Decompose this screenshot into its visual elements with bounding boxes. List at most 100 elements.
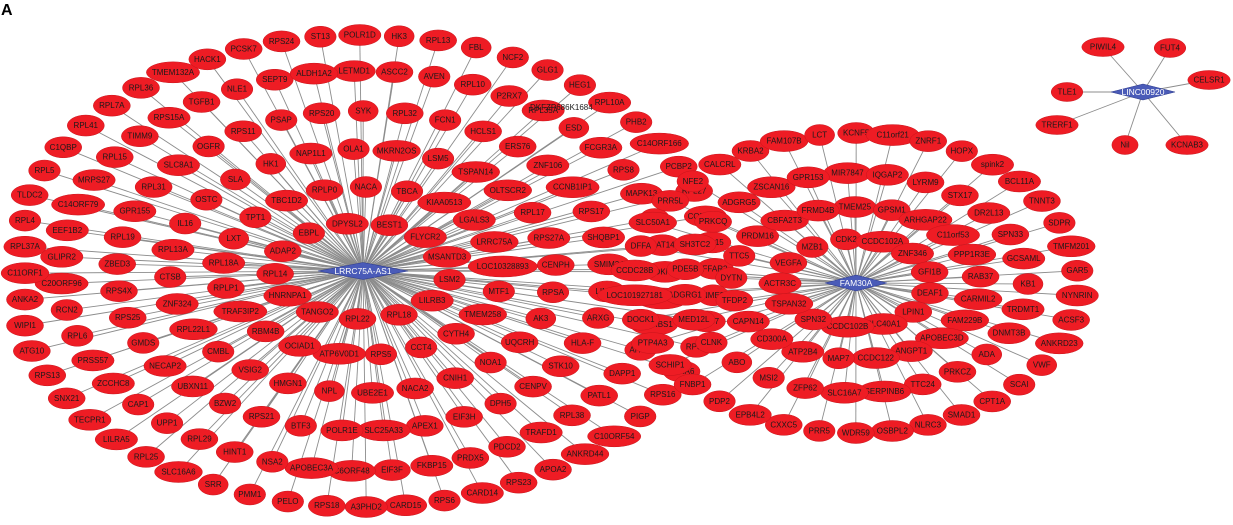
gene-node[interactable]: RPS6 bbox=[428, 489, 461, 512]
gene-node[interactable]: RPL4 bbox=[8, 209, 42, 232]
gene-node[interactable]: TRAFD1 bbox=[519, 421, 563, 444]
gene-node[interactable]: RPL15 bbox=[95, 146, 134, 168]
gene-node[interactable]: SCHIP1 bbox=[648, 354, 692, 376]
gene-node[interactable]: SLA bbox=[220, 168, 251, 191]
gene-node[interactable]: RPS4X bbox=[100, 280, 138, 302]
gene-node[interactable]: P2RX7 bbox=[490, 85, 529, 107]
gene-node[interactable]: PELO bbox=[271, 490, 304, 513]
gene-node[interactable]: STX17 bbox=[941, 184, 979, 207]
gene-node[interactable]: TSPAN14 bbox=[451, 161, 500, 183]
gene-node[interactable]: LOC101927181 bbox=[597, 284, 673, 307]
gene-node[interactable]: GAR5 bbox=[1061, 259, 1094, 282]
gene-node[interactable]: RPL25 bbox=[127, 446, 165, 468]
gene-node[interactable]: SYK bbox=[347, 100, 379, 122]
gene-node[interactable]: CTSB bbox=[154, 266, 187, 288]
gene-node[interactable]: TMEM258 bbox=[458, 303, 507, 326]
gene-node[interactable]: TMEM25 bbox=[833, 196, 877, 218]
gene-node[interactable]: AK3 bbox=[525, 307, 557, 330]
gene-node[interactable]: KIAA0513 bbox=[417, 191, 472, 214]
gene-node[interactable]: SLC50A1 bbox=[628, 211, 677, 234]
gene-node[interactable]: SH3TC2 bbox=[673, 233, 717, 256]
gene-node[interactable]: PPP1R3E bbox=[947, 243, 997, 266]
gene-node[interactable]: Nil bbox=[1111, 135, 1139, 155]
gene-node[interactable]: OLA1 bbox=[337, 138, 370, 160]
gene-node[interactable]: TPT1 bbox=[239, 206, 272, 229]
gene-node[interactable]: LOC10328893 bbox=[467, 255, 538, 278]
gene-node[interactable]: TTC5 bbox=[723, 245, 756, 267]
gene-node[interactable]: PDP2 bbox=[703, 390, 736, 413]
gene-node[interactable]: FCN1 bbox=[429, 109, 462, 131]
gene-node[interactable]: SMAD1 bbox=[942, 404, 981, 426]
gene-node[interactable]: LRRC75A bbox=[470, 231, 519, 253]
gene-node[interactable]: SLC16A7 bbox=[820, 382, 869, 404]
lncrna-hub-node[interactable]: LINC00920 bbox=[1110, 83, 1176, 101]
gene-node[interactable]: PSAP bbox=[265, 109, 298, 131]
gene-node[interactable]: POLR1E bbox=[320, 419, 364, 442]
gene-node[interactable]: RPS21 bbox=[242, 405, 281, 428]
gene-node[interactable]: CMBL bbox=[202, 340, 235, 363]
gene-node[interactable]: HMGN1 bbox=[269, 372, 307, 395]
gene-node[interactable]: ZNF346 bbox=[891, 242, 934, 265]
gene-node[interactable]: ESD bbox=[558, 117, 590, 139]
gene-node[interactable]: TRERF1 bbox=[1035, 115, 1079, 135]
gene-node[interactable]: PRKCZ bbox=[938, 361, 977, 383]
gene-node[interactable]: BEST1 bbox=[370, 214, 409, 236]
gene-node[interactable]: HINT1 bbox=[215, 441, 254, 463]
gene-node[interactable]: TLE1 bbox=[1050, 82, 1084, 102]
gene-node[interactable]: TBCA bbox=[390, 180, 424, 203]
gene-node[interactable]: FAM107B bbox=[759, 130, 809, 152]
gene-node[interactable]: EEF1B2 bbox=[45, 219, 89, 242]
gene-node[interactable]: LSM2 bbox=[433, 268, 466, 291]
gene-node[interactable]: HEG1 bbox=[563, 74, 596, 96]
gene-node[interactable]: ALDH1A2 bbox=[289, 62, 339, 85]
gene-node[interactable]: BTF3 bbox=[284, 415, 317, 437]
gene-node[interactable]: KCNF5 bbox=[837, 122, 875, 144]
gene-node[interactable]: EIF3F bbox=[373, 459, 411, 481]
gene-node[interactable]: RPL31 bbox=[134, 176, 173, 198]
gene-node[interactable]: FCGR3A bbox=[579, 136, 623, 159]
gene-node[interactable]: APOA2 bbox=[534, 458, 572, 481]
gene-node[interactable]: BCL11A bbox=[998, 170, 1041, 193]
gene-node[interactable]: HK3 bbox=[383, 25, 415, 48]
gene-node[interactable]: NECAP2 bbox=[143, 355, 187, 377]
gene-node[interactable]: RPS24 bbox=[262, 30, 301, 53]
gene-node[interactable]: SNX21 bbox=[47, 387, 86, 410]
gene-node[interactable]: WIPI1 bbox=[6, 314, 44, 337]
gene-node[interactable]: RPL38 bbox=[553, 404, 591, 427]
gene-node[interactable]: GPR153 bbox=[786, 166, 830, 189]
gene-node[interactable]: CARD14 bbox=[460, 482, 504, 504]
lncrna-hub-node[interactable]: FAM30A bbox=[824, 274, 888, 292]
gene-node[interactable]: RPS27A bbox=[527, 227, 571, 249]
gene-node[interactable]: HACK1 bbox=[188, 48, 227, 71]
gene-node[interactable]: PIWIL4 bbox=[1081, 37, 1125, 57]
gene-node[interactable]: RPSA bbox=[536, 281, 570, 304]
gene-node[interactable]: PRDX5 bbox=[451, 447, 490, 469]
gene-node[interactable]: ZSCAN16 bbox=[747, 176, 796, 198]
gene-node[interactable]: FLYCR2 bbox=[403, 226, 447, 248]
gene-node[interactable]: MIR7847 bbox=[823, 162, 872, 184]
gene-node[interactable]: GCSAML bbox=[1002, 247, 1046, 270]
gene-node[interactable]: SHQBP1 bbox=[582, 226, 625, 249]
gene-node[interactable]: ANKRD44 bbox=[560, 443, 610, 465]
gene-node[interactable]: MTF1 bbox=[482, 280, 515, 303]
gene-node[interactable]: RPL13 bbox=[419, 29, 457, 52]
gene-node[interactable]: CBFA2T3 bbox=[760, 209, 809, 232]
gene-node[interactable]: RPLP1 bbox=[207, 277, 245, 299]
gene-node[interactable]: RPL17 bbox=[513, 201, 552, 224]
gene-node[interactable]: SRR bbox=[197, 473, 229, 496]
gene-node[interactable]: LILRB3 bbox=[410, 289, 454, 312]
gene-node[interactable]: NACA bbox=[349, 176, 382, 198]
gene-node[interactable]: NLRC3 bbox=[909, 414, 947, 436]
gene-node[interactable]: PATL1 bbox=[580, 384, 618, 407]
gene-node[interactable]: GLIPR2 bbox=[40, 246, 84, 268]
gene-node[interactable]: ZBED3 bbox=[98, 253, 136, 275]
gene-node[interactable]: ASCC2 bbox=[375, 61, 414, 83]
gene-node[interactable]: DFFA bbox=[624, 235, 657, 257]
gene-node[interactable]: LCT bbox=[804, 124, 835, 146]
gene-node[interactable]: MKRN2OS bbox=[372, 140, 421, 162]
gene-node[interactable]: ANKRD23 bbox=[1035, 332, 1084, 355]
gene-node[interactable]: RPL5 bbox=[28, 159, 61, 182]
gene-node[interactable]: CCNB1IP1 bbox=[545, 176, 600, 198]
gene-node[interactable]: ZNF324 bbox=[155, 293, 199, 315]
gene-node[interactable]: CAP1 bbox=[122, 393, 155, 416]
